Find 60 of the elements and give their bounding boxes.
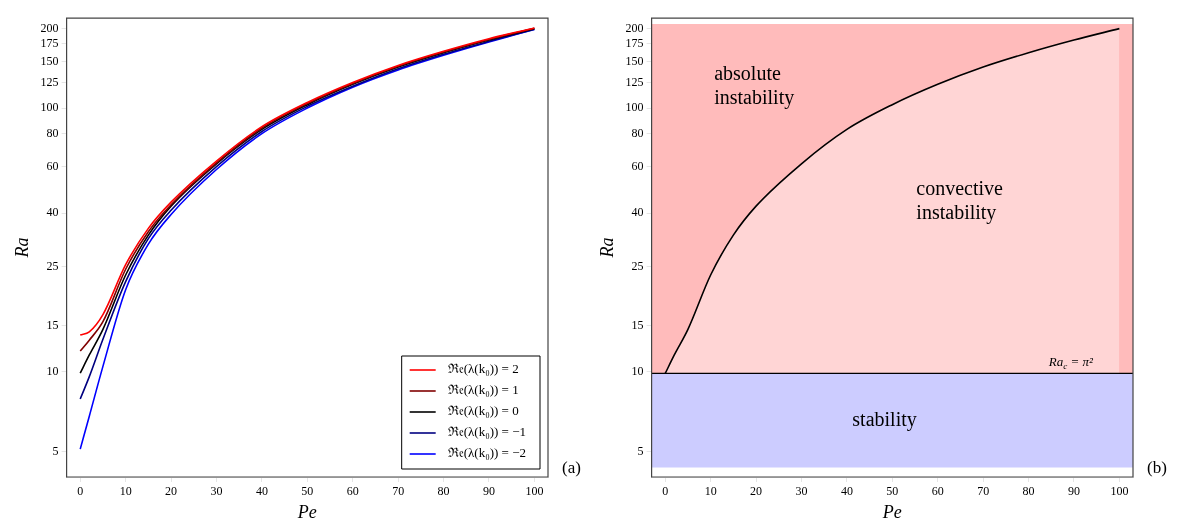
y-tick-label: 100 (625, 100, 644, 115)
band-label: stability (852, 407, 917, 431)
x-tick-label: 40 (840, 484, 853, 499)
y-tick-label: 5 (52, 443, 59, 458)
annotation: absolute instability (714, 62, 795, 110)
x-tick-label: 20 (165, 484, 178, 499)
y-axis-title: Ra (11, 237, 32, 259)
y-tick-label: 100 (40, 100, 59, 115)
y-tick-label: 150 (625, 53, 644, 68)
legend-label: ℜ𝔢(λ(k₀)) = −2 (447, 445, 527, 461)
x-tick-label: 30 (210, 484, 223, 499)
x-axis-title: Pe (296, 501, 317, 522)
x-tick-label: 100 (1110, 484, 1129, 499)
text: (a) (562, 458, 581, 478)
legend-label: ℜ𝔢(λ(k₀)) = 1 (447, 382, 519, 398)
x-tick-label: 10 (119, 484, 132, 499)
x-tick-label: 20 (750, 484, 763, 499)
y-tick-label: 10 (46, 364, 59, 379)
y-axis-title: Ra (596, 237, 617, 259)
y-tick-label: 15 (46, 317, 59, 332)
x-tick-label: 50 (301, 484, 314, 499)
y-tick-label: 60 (631, 158, 644, 173)
y-tick-label: 40 (631, 205, 644, 220)
x-tick-label: 70 (977, 484, 990, 499)
y-tick-label: 200 (40, 20, 59, 35)
x-tick-label: 60 (931, 484, 944, 499)
x-tick-label: 40 (255, 484, 268, 499)
y-tick-label: 60 (46, 158, 59, 173)
y-tick-label: 200 (625, 20, 644, 35)
y-tick-label: 15 (631, 317, 644, 332)
x-tick-label: 0 (662, 484, 669, 499)
y-tick-label: 25 (631, 259, 644, 274)
y-tick-label: 125 (40, 74, 59, 89)
x-tick-label: 0 (77, 484, 84, 499)
legend-label: ℜ𝔢(λ(k₀)) = 2 (447, 361, 519, 377)
y-tick-label: 125 (625, 74, 644, 89)
x-axis-title: Pe (881, 501, 902, 522)
x-tick-label: 80 (1022, 484, 1035, 499)
x-tick-label: 70 (392, 484, 405, 499)
y-tick-label: 10 (631, 364, 644, 379)
x-tick-label: 100 (525, 484, 544, 499)
y-tick-label: 175 (625, 36, 644, 51)
x-tick-label: 30 (795, 484, 808, 499)
y-tick-label: 150 (40, 53, 59, 68)
y-tick-label: 40 (46, 205, 59, 220)
annotation: convective instability (916, 176, 1004, 224)
text: (b) (1147, 458, 1167, 478)
y-tick-label: 80 (631, 125, 644, 140)
x-tick-label: 90 (482, 484, 495, 499)
x-tick-label: 80 (437, 484, 450, 499)
x-tick-label: 90 (1067, 484, 1080, 499)
y-tick-label: 80 (46, 125, 59, 140)
x-tick-label: 60 (346, 484, 359, 499)
y-tick-label: 175 (40, 36, 59, 51)
legend-label: ℜ𝔢(λ(k₀)) = 0 (447, 403, 519, 419)
legend-label: ℜ𝔢(λ(k₀)) = −1 (447, 424, 527, 440)
x-tick-label: 50 (886, 484, 899, 499)
y-tick-label: 5 (637, 443, 644, 458)
x-tick-label: 10 (704, 484, 717, 499)
y-tick-label: 25 (46, 259, 59, 274)
